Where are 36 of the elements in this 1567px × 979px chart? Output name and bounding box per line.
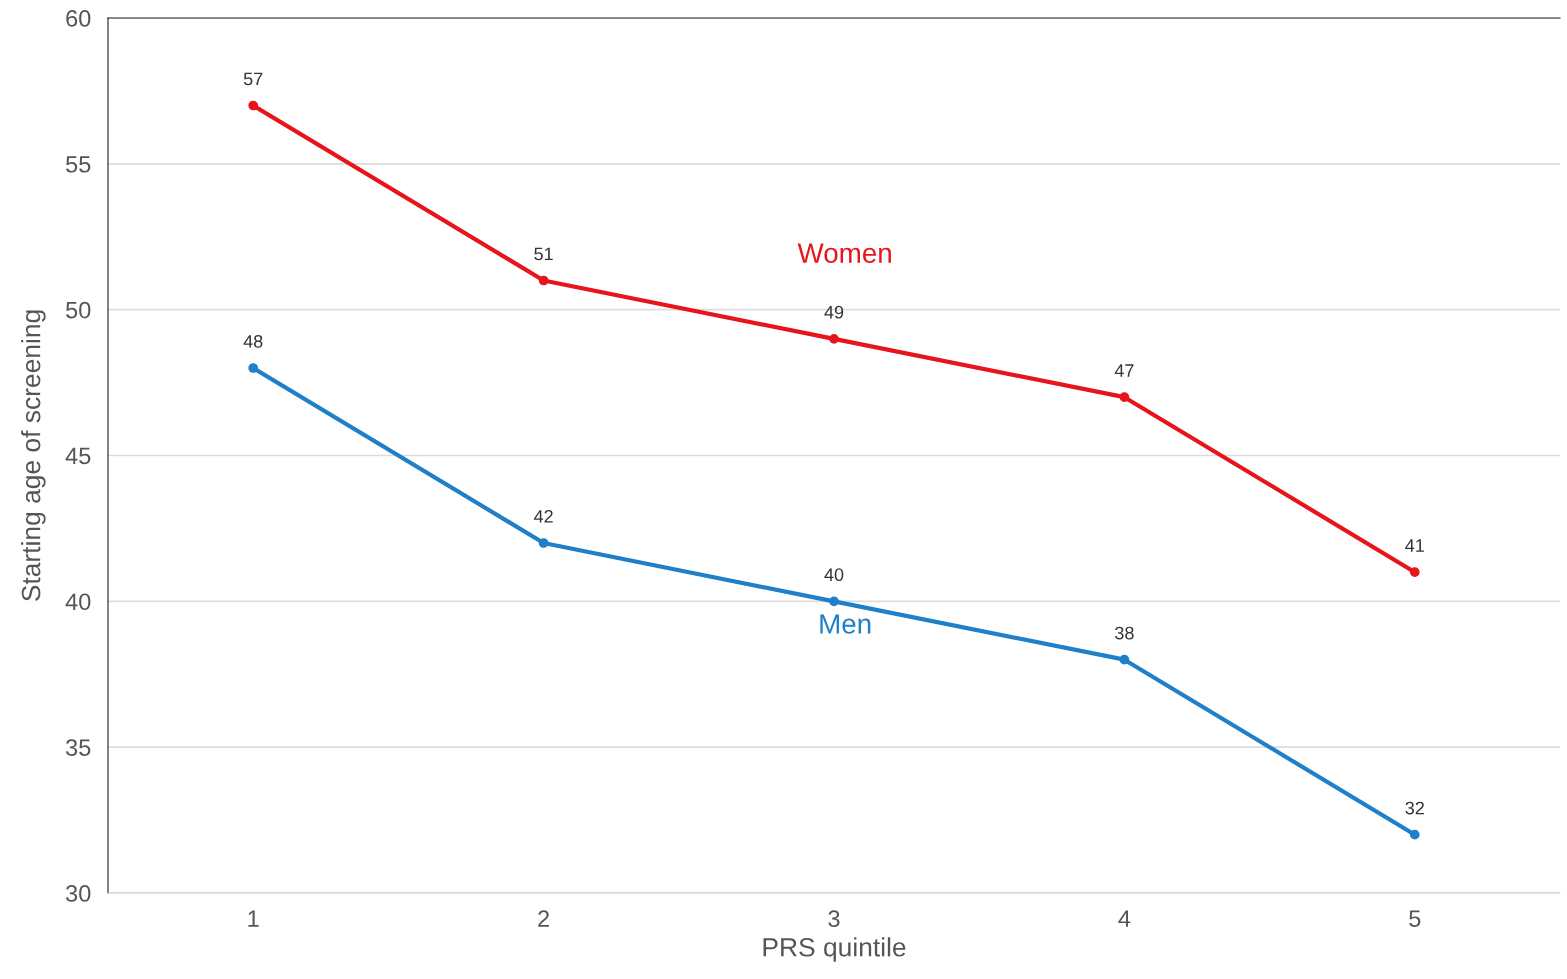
data-label: 49 <box>824 305 844 319</box>
y-tick-label: 60 <box>66 10 91 27</box>
point <box>538 275 549 286</box>
data-label: 38 <box>1115 626 1134 640</box>
data-label: 48 <box>243 334 263 348</box>
data-label: 51 <box>534 247 553 261</box>
point <box>829 333 839 344</box>
point <box>1409 567 1420 578</box>
data-label: 40 <box>824 568 844 582</box>
y-tick-label: 45 <box>65 447 91 465</box>
data-label: 41 <box>1405 539 1424 552</box>
data-label: 57 <box>243 72 263 86</box>
y-tick-label: 55 <box>66 156 91 173</box>
series-label: Men <box>820 614 871 634</box>
point <box>248 100 259 111</box>
y-axis-title: Starting age of screening <box>21 310 46 601</box>
point <box>1119 392 1130 403</box>
x-axis-title: PRS quintile <box>763 937 906 962</box>
point <box>538 538 549 548</box>
x-tick-label: 3 <box>828 910 840 928</box>
text: Women <box>797 243 891 263</box>
x-tick-label: 5 <box>1409 910 1421 928</box>
y-tick-label: 40 <box>65 593 91 611</box>
y-tick-label: 35 <box>65 739 91 756</box>
point <box>1409 829 1420 840</box>
data-label: 47 <box>1114 364 1134 377</box>
y-tick-label: 30 <box>65 885 91 902</box>
data-label: 32 <box>1405 801 1424 815</box>
point <box>248 363 259 373</box>
point <box>1119 654 1130 665</box>
x-tick-label: 1 <box>248 910 259 927</box>
x-tick-label: 2 <box>538 910 549 927</box>
x-tick-label: 4 <box>1118 910 1131 927</box>
data-label: 42 <box>533 509 553 523</box>
point <box>829 596 839 607</box>
y-tick-label: 50 <box>66 301 91 319</box>
